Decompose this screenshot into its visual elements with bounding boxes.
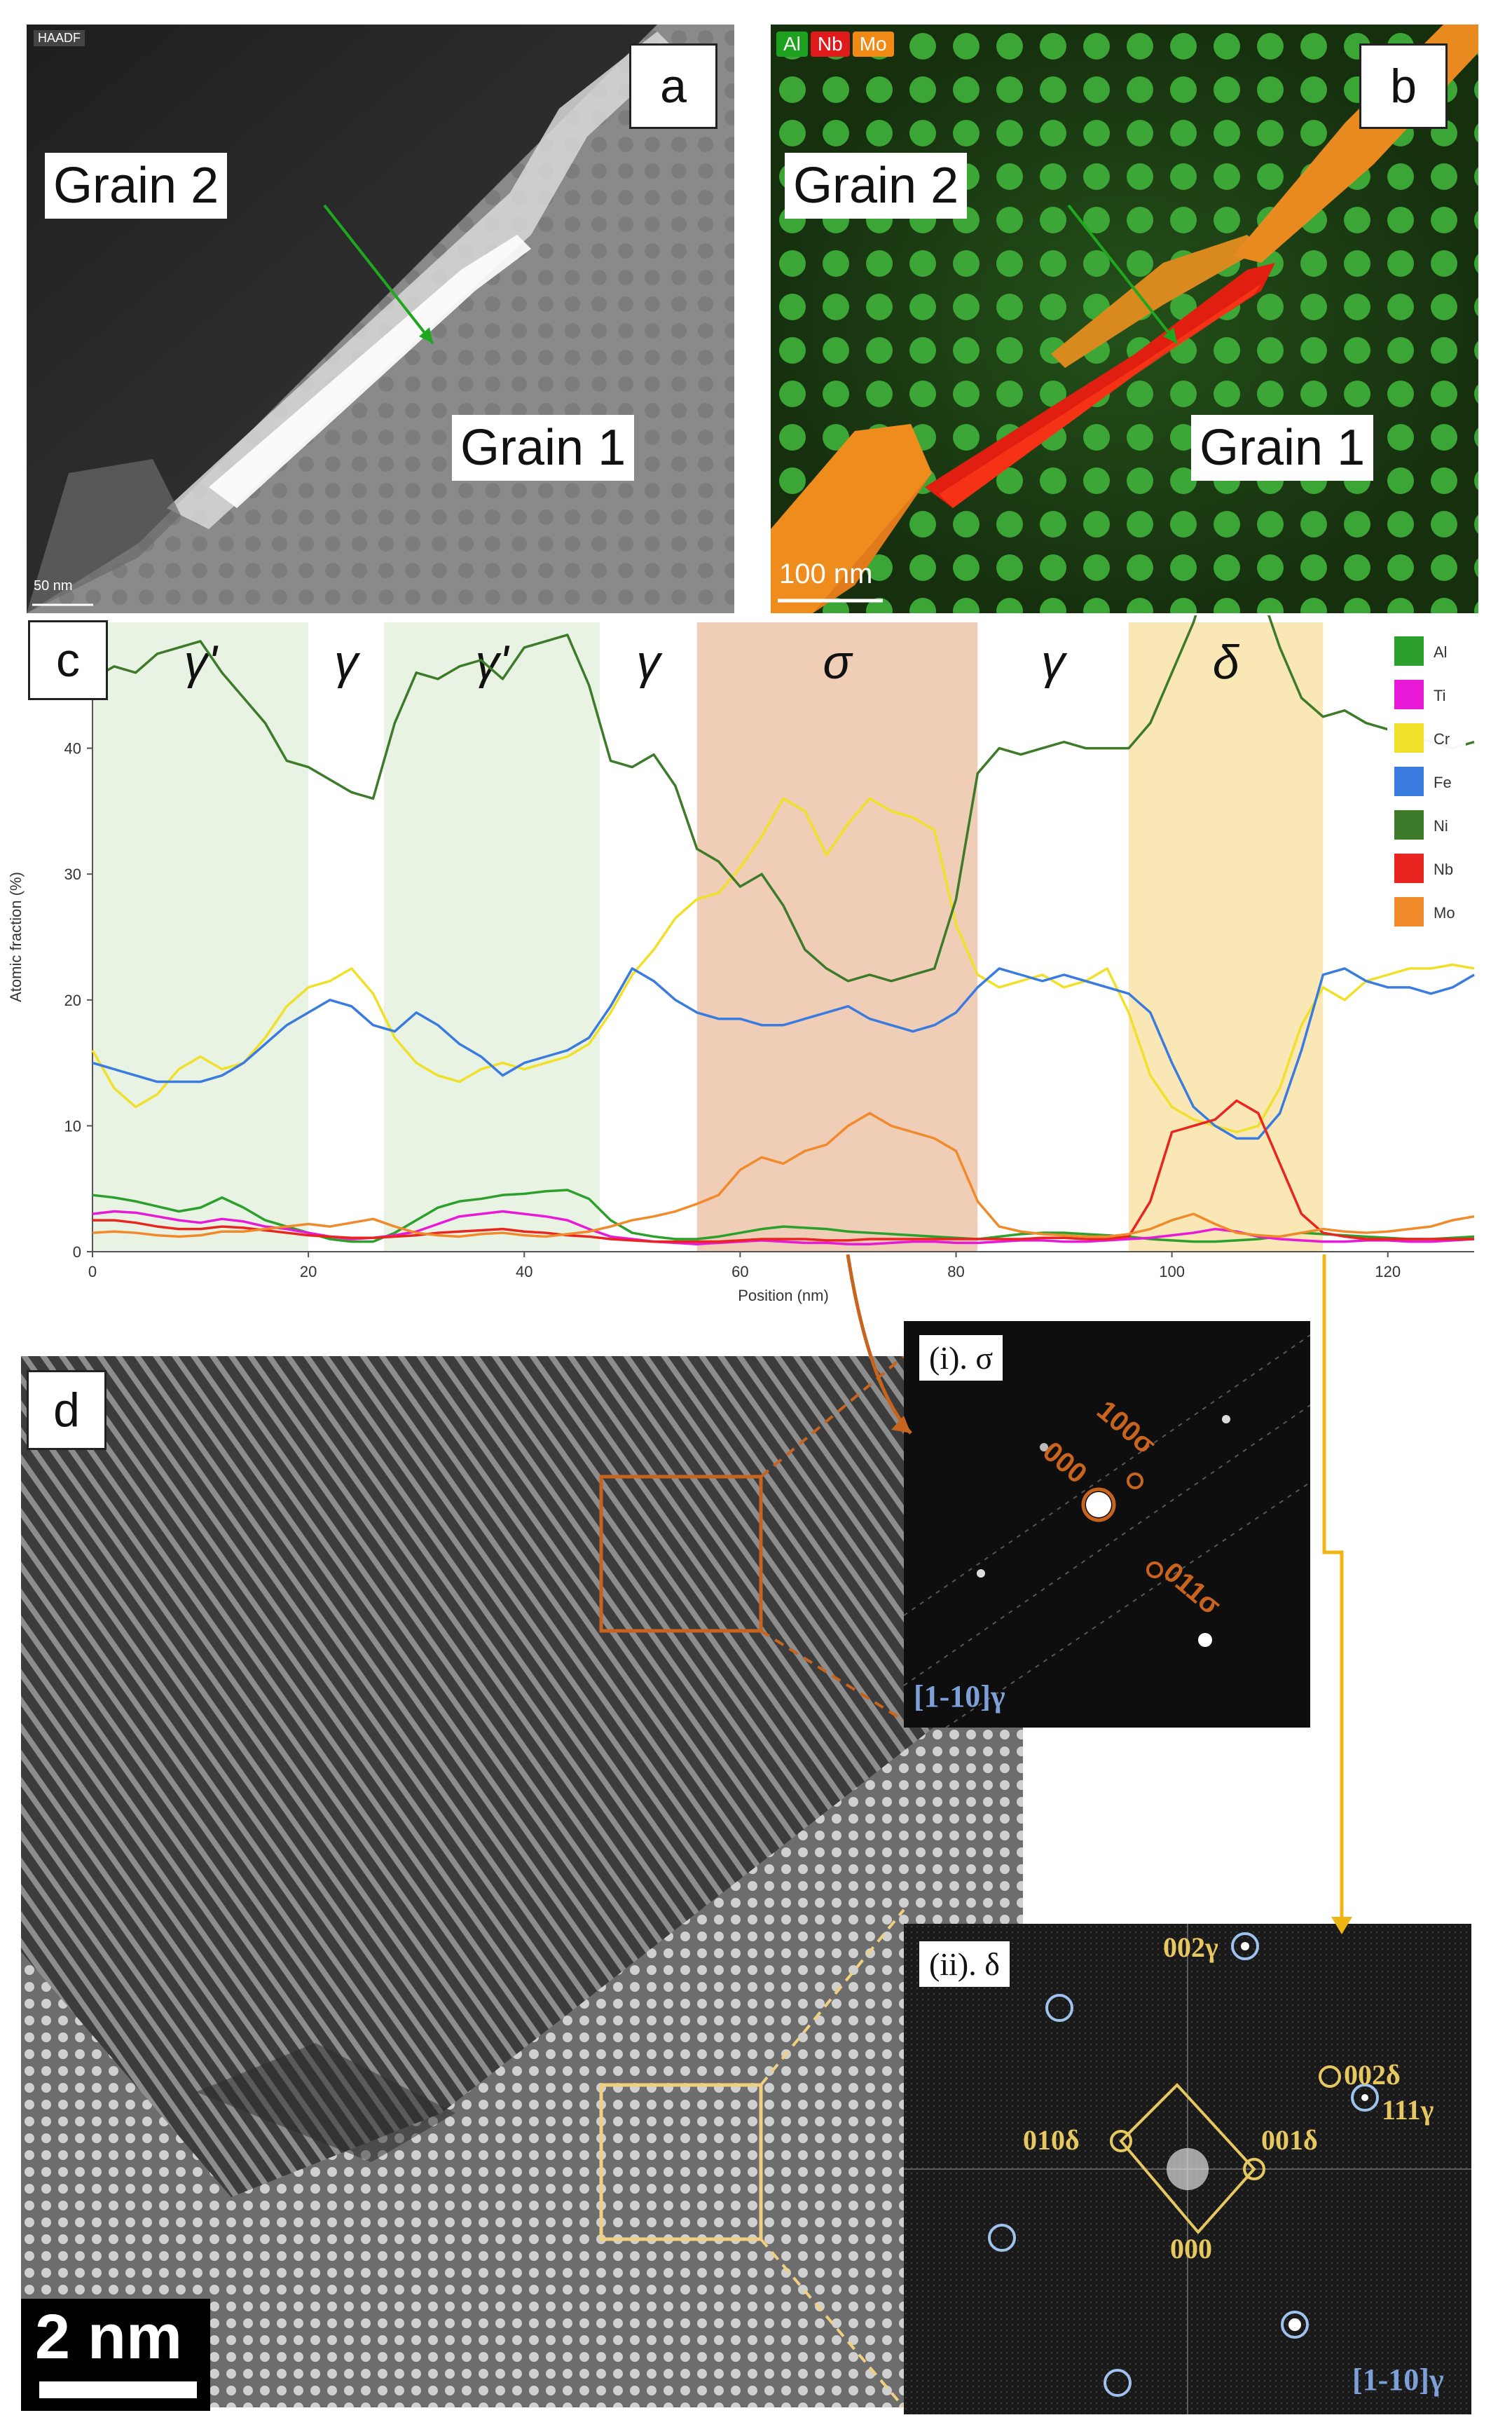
- x-tick-label: 120: [1375, 1263, 1401, 1280]
- element-tag-al: Al: [776, 32, 808, 57]
- panel-b-letter: b: [1359, 43, 1448, 129]
- inset-sigma-fft: 100σ 000 011σ [1-10]γ: [904, 1321, 1310, 1728]
- phase-label: γ: [334, 636, 361, 689]
- legend-swatch-mo: [1394, 897, 1424, 927]
- series-line-cr: [91, 797, 1475, 1134]
- legend-label-al: Al: [1434, 643, 1448, 661]
- linescan-plot: γ' γ γ' γ σ γ δ0 20 40 60 80 100 120010203040Positio…: [7, 615, 1475, 1304]
- panel-b-grain1-label: Grain 1: [1191, 415, 1374, 481]
- panel-a-grain1-label: Grain 1: [452, 415, 635, 481]
- sigma-diffraction-pattern: [904, 1321, 1310, 1728]
- series-line-ni: [92, 615, 1475, 983]
- legend-label-cr: Cr: [1434, 730, 1450, 748]
- phase-region: [92, 622, 309, 1252]
- delta-region-box: [599, 2083, 763, 2241]
- linescan-arrow: [323, 204, 434, 345]
- y-tick-label: 20: [64, 992, 81, 1009]
- panel-d-hrstem-image: [21, 1356, 1023, 2407]
- phase-region: [308, 622, 384, 1252]
- x-tick-label: 80: [947, 1263, 964, 1280]
- legend-swatch-nb: [1394, 854, 1424, 883]
- x-axis-label: Position (nm): [738, 1287, 829, 1304]
- delta-spot-002g: 002γ: [1163, 1932, 1218, 1963]
- legend-label-ni: Ni: [1434, 817, 1448, 835]
- legend-label-fe: Fe: [1434, 774, 1452, 791]
- central-spot: [1086, 1492, 1111, 1517]
- phase-label: γ: [1041, 636, 1068, 689]
- y-tick-label: 0: [73, 1243, 81, 1261]
- delta-unit-cell: [1119, 2083, 1256, 2235]
- inset-sigma-title: (i). σ: [919, 1335, 1003, 1381]
- element-tag-mo: Mo: [852, 32, 894, 57]
- delta-spot-010d: 010δ: [1023, 2124, 1080, 2156]
- panel-a-grain2-label: Grain 2: [45, 153, 228, 219]
- legend-label-mo: Mo: [1434, 904, 1455, 922]
- phase-label: γ: [636, 636, 663, 689]
- scale-bar-label: 50 nm: [34, 578, 73, 594]
- scale-bar-label: 2 nm: [35, 2302, 183, 2372]
- legend-label-nb: Nb: [1434, 861, 1453, 878]
- hrstem-lattice-image: [21, 1356, 1023, 2407]
- phase-region: [600, 622, 697, 1252]
- phase-region: [383, 622, 600, 1252]
- delta-diffraction-pattern: [904, 1924, 1471, 2414]
- scale-bar-label: 100 nm: [779, 559, 873, 589]
- x-tick-label: 40: [516, 1263, 532, 1280]
- phase-region: [696, 622, 978, 1252]
- y-tick-label: 40: [64, 740, 81, 758]
- phase-label: σ: [823, 636, 854, 689]
- phase-region: [1129, 622, 1324, 1252]
- x-tick-label: 20: [300, 1263, 317, 1280]
- legend-label-ti: Ti: [1434, 687, 1446, 704]
- phase-region: [977, 622, 1129, 1252]
- delta-connector-arrow: [1322, 1254, 1344, 1924]
- phase-label: γ': [476, 636, 510, 689]
- delta-spot-001d: 001δ: [1261, 2124, 1318, 2156]
- panel-a-haadf-image: HAADF 50 nm: [27, 25, 734, 613]
- y-tick-label: 10: [64, 1117, 81, 1135]
- delta-zone-axis: [1-10]γ: [1352, 2363, 1444, 2397]
- delta-spot-111g: 111γ: [1382, 2094, 1434, 2126]
- panel-c-letter: c: [28, 620, 108, 700]
- delta-spot-000: 000: [1170, 2233, 1212, 2264]
- x-tick-label: 100: [1159, 1263, 1185, 1280]
- panel-d-letter: d: [27, 1370, 106, 1450]
- legend-swatch-ti: [1394, 680, 1424, 709]
- y-tick-label: 30: [64, 866, 81, 883]
- delta-spot-002d: 002δ: [1344, 2059, 1401, 2091]
- sigma-region-box: [599, 1475, 763, 1633]
- phase-label: δ: [1213, 636, 1240, 689]
- series-line-nb: [92, 1099, 1474, 1243]
- legend-swatch-al: [1394, 636, 1424, 666]
- sigma-connector-arrow: [846, 1254, 912, 1435]
- element-legend: Al Nb Mo: [776, 32, 894, 57]
- panel-b-grain2-label: Grain 2: [785, 153, 968, 219]
- panel-c-linescan-chart: γ' γ γ' γ σ γ δ 0 20 40 60 80 100 120 0 10 20 30 40 Positio…: [0, 615, 1512, 1316]
- legend-swatch-ni: [1394, 810, 1424, 840]
- detector-label: HAADF: [34, 30, 85, 46]
- x-tick-label: 60: [731, 1263, 748, 1280]
- haadf-micrograph: [27, 25, 734, 613]
- panel-a-letter: a: [629, 43, 717, 129]
- x-tick-label: 0: [88, 1263, 97, 1280]
- legend-swatch-cr: [1394, 723, 1424, 753]
- linescan-arrow: [1067, 204, 1178, 345]
- sigma-zone-axis: [1-10]γ: [914, 1679, 1005, 1714]
- legend-swatch-fe: [1394, 767, 1424, 796]
- element-tag-nb: Nb: [810, 32, 850, 57]
- series-line-fe: [92, 967, 1475, 1140]
- inset-delta-fft: 002γ 010δ 001δ 002δ 111γ 000 [1-10]γ: [904, 1924, 1471, 2414]
- panel-d-scale-bar: 2 nm: [21, 2299, 210, 2411]
- inset-delta-title: (ii). δ: [919, 1941, 1010, 1987]
- y-axis-label: Atomic fraction (%): [7, 872, 25, 1002]
- series-line-mo: [92, 1112, 1475, 1238]
